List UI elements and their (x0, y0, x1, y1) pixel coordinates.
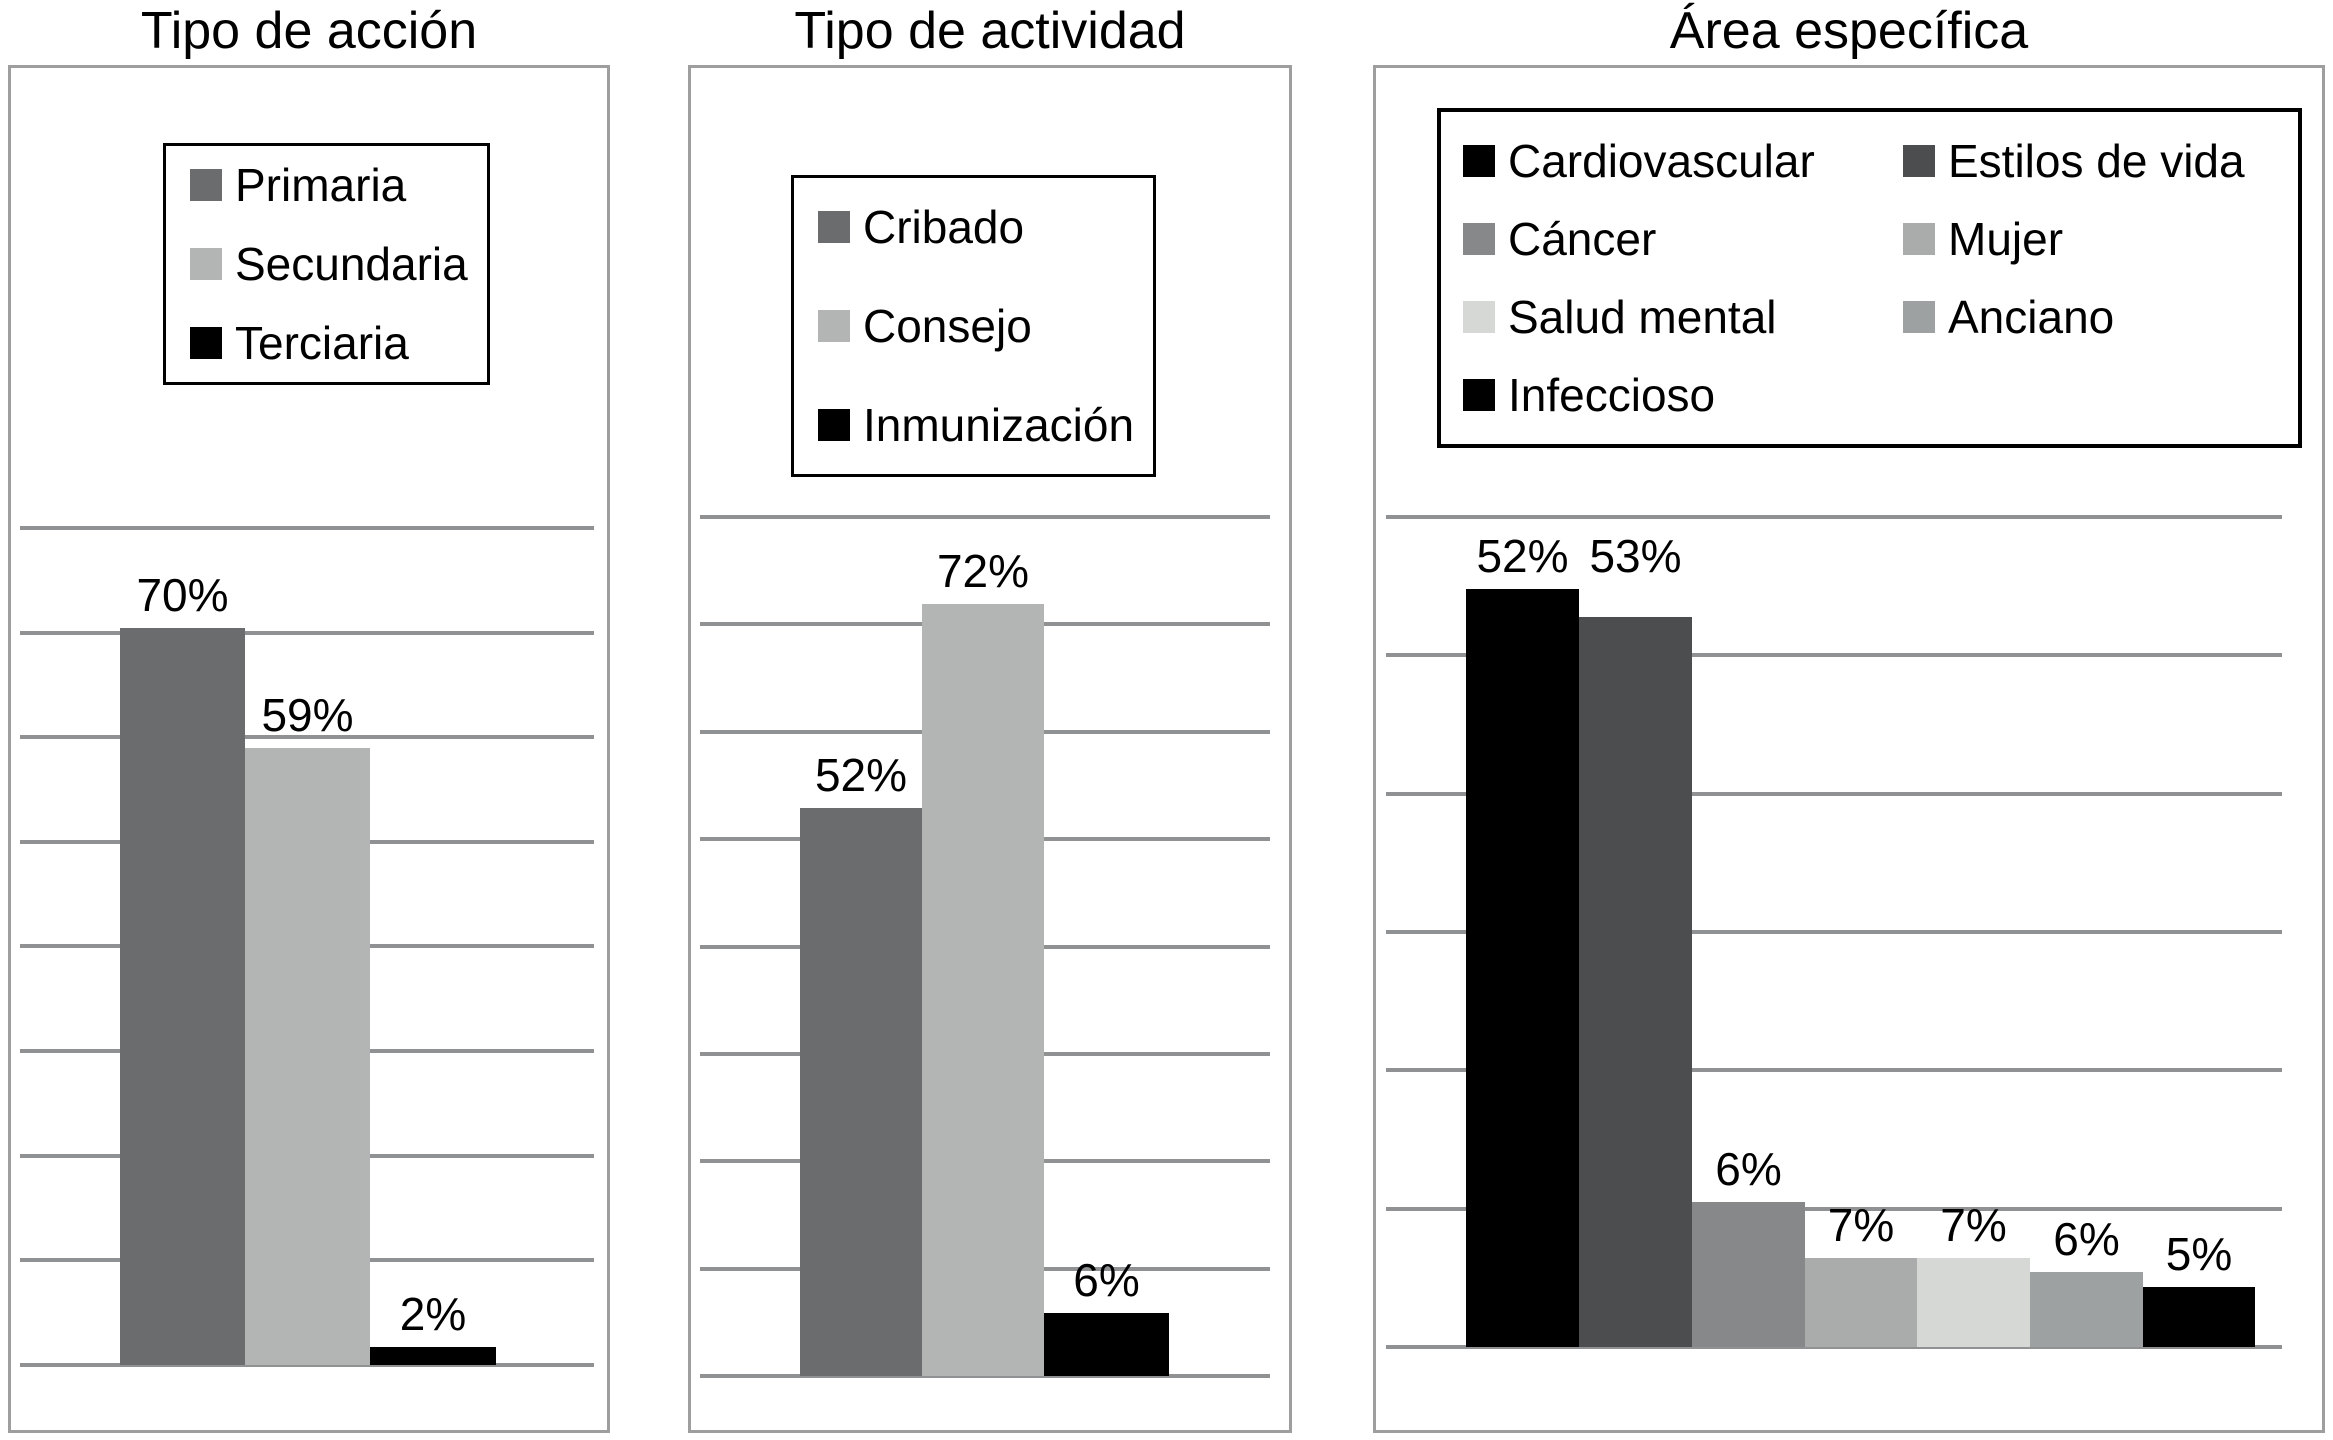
bar-value-label-cribado: 52% (814, 749, 908, 801)
bar-primaria (120, 628, 245, 1365)
legend-swatch-icon (1463, 223, 1495, 255)
legend-label: Primaria (235, 159, 407, 212)
legend-label: Consejo (863, 299, 1032, 352)
legend-swatch-icon (1463, 379, 1495, 411)
gridline (20, 1363, 594, 1367)
legend: Cribado Consejo Inmunización (791, 175, 1156, 477)
legend-swatch-icon (818, 309, 850, 342)
legend: Cardiovascular Cáncer Salud mental Infeccio… (1437, 108, 2302, 448)
gridline (1386, 930, 2282, 934)
legend-item-inmunizacion: Inmunización (818, 398, 1143, 452)
bar-value-label-consejo: 72% (936, 545, 1030, 597)
legend-item-estilos-de-vida: Estilos de vida (1903, 134, 2298, 188)
gridline (20, 631, 594, 635)
bar-value-label-inmunizacion: 6% (1073, 1254, 1140, 1306)
chart-panel-tipo-de-accion: 70% 59% 2% Primaria Secundaria Terciaria (8, 65, 610, 1433)
bar-value-label-salud-mental: 7% (1940, 1199, 2007, 1251)
legend-swatch-icon (190, 169, 222, 202)
bar-value-label-secundaria: 59% (261, 689, 354, 741)
gridline (1386, 1207, 2282, 1211)
bar-value-label-anciano: 6% (2053, 1213, 2120, 1265)
bar-value-label-cancer: 6% (1715, 1143, 1782, 1195)
bar-consejo (922, 604, 1044, 1376)
gridline (1386, 653, 2282, 657)
gridline (1386, 792, 2282, 796)
legend-swatch-icon (1903, 301, 1935, 333)
legend-swatch-icon (818, 211, 850, 244)
legend-item-cancer: Cáncer (1463, 212, 1903, 266)
bar-inmunizacion (1044, 1313, 1169, 1376)
bar-value-label-primaria: 70% (136, 569, 229, 621)
legend-label: Cáncer (1508, 213, 1657, 265)
legend-label: Inmunización (863, 398, 1135, 451)
legend: Primaria Secundaria Terciaria (163, 143, 490, 385)
bar-value-label-mujer: 7% (1827, 1199, 1895, 1251)
bar-value-label-cardiovascular: 52% (1476, 530, 1569, 582)
bar-value-label-infeccioso: 5% (2165, 1228, 2233, 1280)
legend-label: Infeccioso (1508, 369, 1716, 421)
legend-item-mujer: Mujer (1903, 212, 2298, 266)
legend-label: Terciaria (235, 316, 409, 369)
legend-label: Secundaria (235, 237, 468, 290)
legend-swatch-icon (818, 408, 850, 441)
legend-item-consejo: Consejo (818, 299, 1143, 353)
legend-item-terciaria: Terciaria (190, 316, 477, 370)
legend-item-primaria: Primaria (190, 158, 477, 212)
bar-cardiovascular (1466, 589, 1579, 1347)
legend-label: Mujer (1948, 213, 2064, 265)
gridline (20, 526, 594, 530)
bar-value-label-terciaria: 2% (399, 1288, 467, 1340)
bar-infeccioso (2143, 1287, 2255, 1347)
chart-title-tipo-de-accion: Tipo de acción (140, 2, 478, 60)
bar-value-label-estilos-de-vida: 53% (1589, 530, 1682, 582)
legend-swatch-icon (190, 326, 222, 359)
legend-label: Salud mental (1508, 291, 1777, 343)
chart-title-tipo-de-actividad: Tipo de actividad (794, 2, 1186, 60)
legend-item-salud-mental: Salud mental (1463, 290, 1903, 344)
bar-estilos-de-vida (1579, 617, 1692, 1347)
legend-swatch-icon (1463, 145, 1495, 177)
bar-terciaria (370, 1347, 496, 1365)
legend-label: Estilos de vida (1948, 135, 2245, 187)
legend-item-infeccioso: Infeccioso (1463, 368, 1903, 422)
legend-label: Anciano (1948, 291, 2115, 343)
bar-salud-mental (1917, 1258, 2030, 1347)
legend-item-cribado: Cribado (818, 200, 1143, 254)
gridline (1386, 515, 2282, 519)
legend-swatch-icon (190, 247, 222, 280)
legend-item-anciano: Anciano (1903, 290, 2298, 344)
legend-label: Cardiovascular (1508, 135, 1815, 187)
bar-anciano (2030, 1272, 2143, 1347)
legend-label: Cribado (863, 201, 1025, 254)
gridline (700, 515, 1270, 519)
chart-panel-area-especifica: 52% 53% 6% 7% 7% 6% 5% Cardiovascular Cáncer Salu… (1373, 65, 2325, 1433)
legend-swatch-icon (1903, 223, 1935, 255)
bar-secundaria (245, 748, 370, 1365)
bar-cancer (1692, 1202, 1805, 1347)
gridline (1386, 1068, 2282, 1072)
chart-panel-tipo-de-actividad: 52% 72% 6% Cribado Consejo Inmunización (688, 65, 1292, 1433)
legend-item-secundaria: Secundaria (190, 237, 477, 291)
legend-swatch-icon (1903, 145, 1935, 177)
bar-mujer (1805, 1258, 1917, 1347)
legend-swatch-icon (1463, 301, 1495, 333)
bar-cribado (800, 808, 922, 1376)
legend-item-cardiovascular: Cardiovascular (1463, 134, 1903, 188)
gridline (700, 1374, 1270, 1378)
chart-title-area-especifica: Área específica (1669, 2, 2029, 60)
gridline (20, 735, 594, 739)
gridline (1386, 1345, 2282, 1349)
